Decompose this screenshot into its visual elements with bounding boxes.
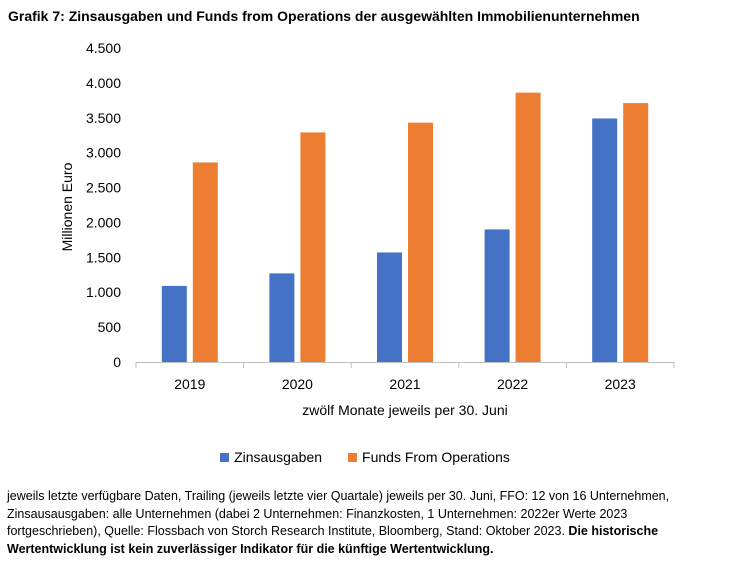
y-tick-label: 500 [98, 319, 122, 335]
x-axis-title: zwölf Monate jeweils per 30. Juni [302, 402, 507, 418]
chart-title: Grafik 7: Zinsausgaben und Funds from Op… [8, 8, 640, 24]
bar-ffo-2020 [300, 132, 326, 362]
y-axis-ticks: 0 500 1.000 1.500 2.000 2.500 3.000 3.500 4.000 4… [86, 40, 121, 370]
y-tick-label: 3.000 [86, 145, 121, 161]
y-tick-label: 1.500 [86, 249, 121, 265]
footnote-text: jeweils letzte verfügbare Daten, Trailin… [7, 489, 670, 538]
legend-label-zinsausgaben: Zinsausgaben [234, 449, 323, 465]
bar-ffo-2022 [515, 92, 541, 362]
y-tick-label: 4.500 [86, 40, 121, 56]
x-tick-label: 2020 [282, 376, 313, 392]
x-axis-labels: 2019 2020 2021 2022 2023 [174, 376, 636, 392]
bars [161, 92, 649, 362]
bar-zinsausgaben-2022 [484, 229, 510, 362]
bar-zinsausgaben-2019 [161, 285, 187, 362]
x-tick-label: 2019 [174, 376, 205, 392]
bar-ffo-2021 [408, 122, 433, 362]
x-tick-label: 2022 [497, 376, 528, 392]
legend-swatch-zinsausgaben [220, 452, 230, 462]
y-tick-label: 4.000 [86, 75, 121, 91]
legend-item-zinsausgaben: Zinsausgaben [220, 449, 322, 465]
bar-zinsausgaben-2023 [592, 118, 618, 362]
x-tick-label: 2021 [389, 376, 420, 392]
bar-chart: 0 500 1.000 1.500 2.000 2.500 3.000 3.500 4.000 4… [59, 40, 675, 418]
x-tick-label: 2023 [605, 376, 636, 392]
legend-item-ffo: Funds From Operations [348, 449, 510, 465]
y-tick-label: 2.000 [86, 214, 121, 230]
bar-ffo-2023 [623, 103, 649, 362]
bar-zinsausgaben-2020 [269, 273, 295, 362]
bar-zinsausgaben-2021 [377, 252, 402, 362]
x-axis-tick-marks [135, 362, 675, 368]
y-tick-label: 0 [113, 354, 121, 370]
legend-swatch-ffo [348, 452, 358, 462]
y-axis-title: Millionen Euro [59, 162, 75, 251]
bar-ffo-2019 [192, 162, 218, 362]
y-tick-label: 2.500 [86, 180, 121, 196]
footnote: jeweils letzte verfügbare Daten, Trailin… [7, 488, 719, 558]
footnote-disclaimer: Die historische Wertentwicklung ist kein… [7, 524, 659, 556]
y-tick-label: 3.500 [86, 110, 121, 126]
legend: Zinsausgaben Funds From Operations [0, 449, 730, 465]
y-tick-label: 1.000 [86, 284, 121, 300]
legend-label-ffo: Funds From Operations [362, 449, 510, 465]
